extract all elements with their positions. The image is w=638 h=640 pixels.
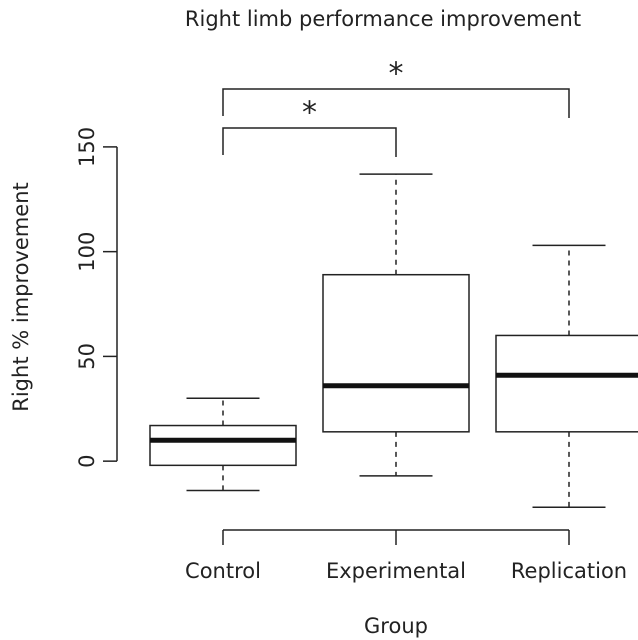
y-tick-label: 100 (75, 232, 99, 272)
x-tick-label: Replication (511, 559, 627, 583)
box (322, 273, 470, 433)
y-tick-label: 0 (75, 454, 99, 467)
significance-label: * (389, 57, 404, 92)
x-axis-label: Group (364, 614, 428, 638)
x-tick-label: Experimental (326, 559, 466, 583)
y-tick-label: 50 (75, 343, 99, 370)
y-tick-label: 150 (75, 127, 99, 167)
y-axis-label: Right % improvement (9, 182, 33, 412)
significance-bracket (222, 127, 397, 157)
chart-title: Right limb performance improvement (185, 7, 581, 31)
x-tick-label: Control (185, 559, 261, 583)
significance-label: * (302, 96, 317, 131)
box (495, 334, 638, 433)
box (149, 424, 297, 467)
significance-bracket (222, 88, 570, 118)
